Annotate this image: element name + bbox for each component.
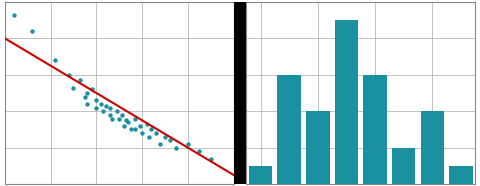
Point	[51, 59, 59, 62]
Bar	[249, 166, 272, 184]
Point	[65, 73, 73, 76]
Point	[122, 119, 130, 122]
Point	[106, 113, 114, 116]
Point	[156, 142, 164, 145]
Bar	[363, 75, 387, 184]
Point	[99, 110, 107, 113]
Point	[166, 139, 173, 142]
Point	[28, 30, 36, 33]
Point	[118, 113, 125, 116]
Bar	[392, 148, 415, 184]
Bar	[420, 111, 444, 184]
Point	[132, 117, 139, 120]
Point	[145, 135, 153, 138]
Point	[84, 102, 91, 105]
Point	[127, 128, 134, 131]
Point	[207, 157, 215, 160]
Point	[84, 92, 91, 94]
Point	[93, 106, 100, 109]
Bar	[277, 75, 301, 184]
Point	[184, 142, 192, 145]
Point	[115, 117, 123, 120]
Point	[136, 124, 144, 127]
Point	[106, 106, 114, 109]
Point	[10, 13, 18, 16]
Point	[113, 110, 121, 113]
Point	[173, 146, 180, 149]
Point	[108, 117, 116, 120]
Point	[132, 128, 139, 131]
Point	[147, 128, 155, 131]
Bar	[306, 111, 330, 184]
Point	[161, 135, 169, 138]
Point	[81, 95, 89, 98]
Point	[143, 123, 151, 126]
Point	[70, 86, 77, 89]
Point	[125, 121, 132, 124]
Point	[120, 124, 128, 127]
Point	[102, 104, 109, 107]
Point	[88, 88, 96, 91]
Point	[138, 132, 146, 135]
Point	[97, 102, 105, 105]
Point	[195, 150, 203, 153]
Point	[93, 99, 100, 102]
Point	[76, 79, 84, 82]
Bar	[335, 20, 358, 184]
Point	[152, 132, 160, 135]
Bar	[449, 166, 473, 184]
